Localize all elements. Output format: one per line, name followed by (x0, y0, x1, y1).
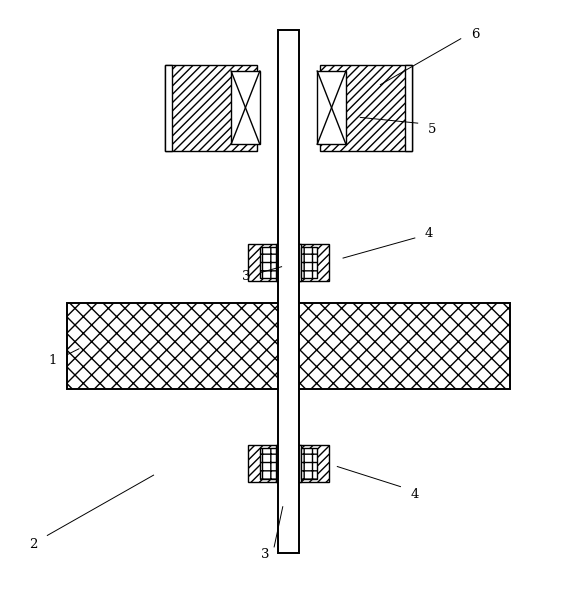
Text: 2: 2 (29, 538, 37, 551)
Text: 3: 3 (261, 548, 270, 561)
Bar (276, 445, 286, 482)
Bar (248, 445, 286, 482)
Bar (291, 244, 301, 281)
Bar (165, 65, 257, 151)
Bar (291, 445, 329, 482)
Text: 3: 3 (242, 270, 251, 283)
Bar (276, 244, 286, 281)
Text: 4: 4 (411, 488, 419, 500)
Bar (320, 65, 412, 151)
Bar (291, 445, 301, 482)
Text: 4: 4 (425, 227, 433, 241)
Bar (301, 448, 317, 479)
Bar (68, 303, 509, 389)
Text: 6: 6 (471, 28, 479, 41)
Bar (165, 65, 172, 151)
Bar (231, 71, 260, 144)
Bar (317, 71, 346, 144)
Bar (248, 244, 286, 281)
Bar (405, 65, 412, 151)
Text: 5: 5 (428, 123, 436, 136)
Bar (301, 247, 317, 278)
Bar (260, 247, 276, 278)
Bar (278, 30, 299, 553)
Bar (291, 244, 329, 281)
Bar (260, 448, 276, 479)
Text: 1: 1 (49, 354, 57, 367)
